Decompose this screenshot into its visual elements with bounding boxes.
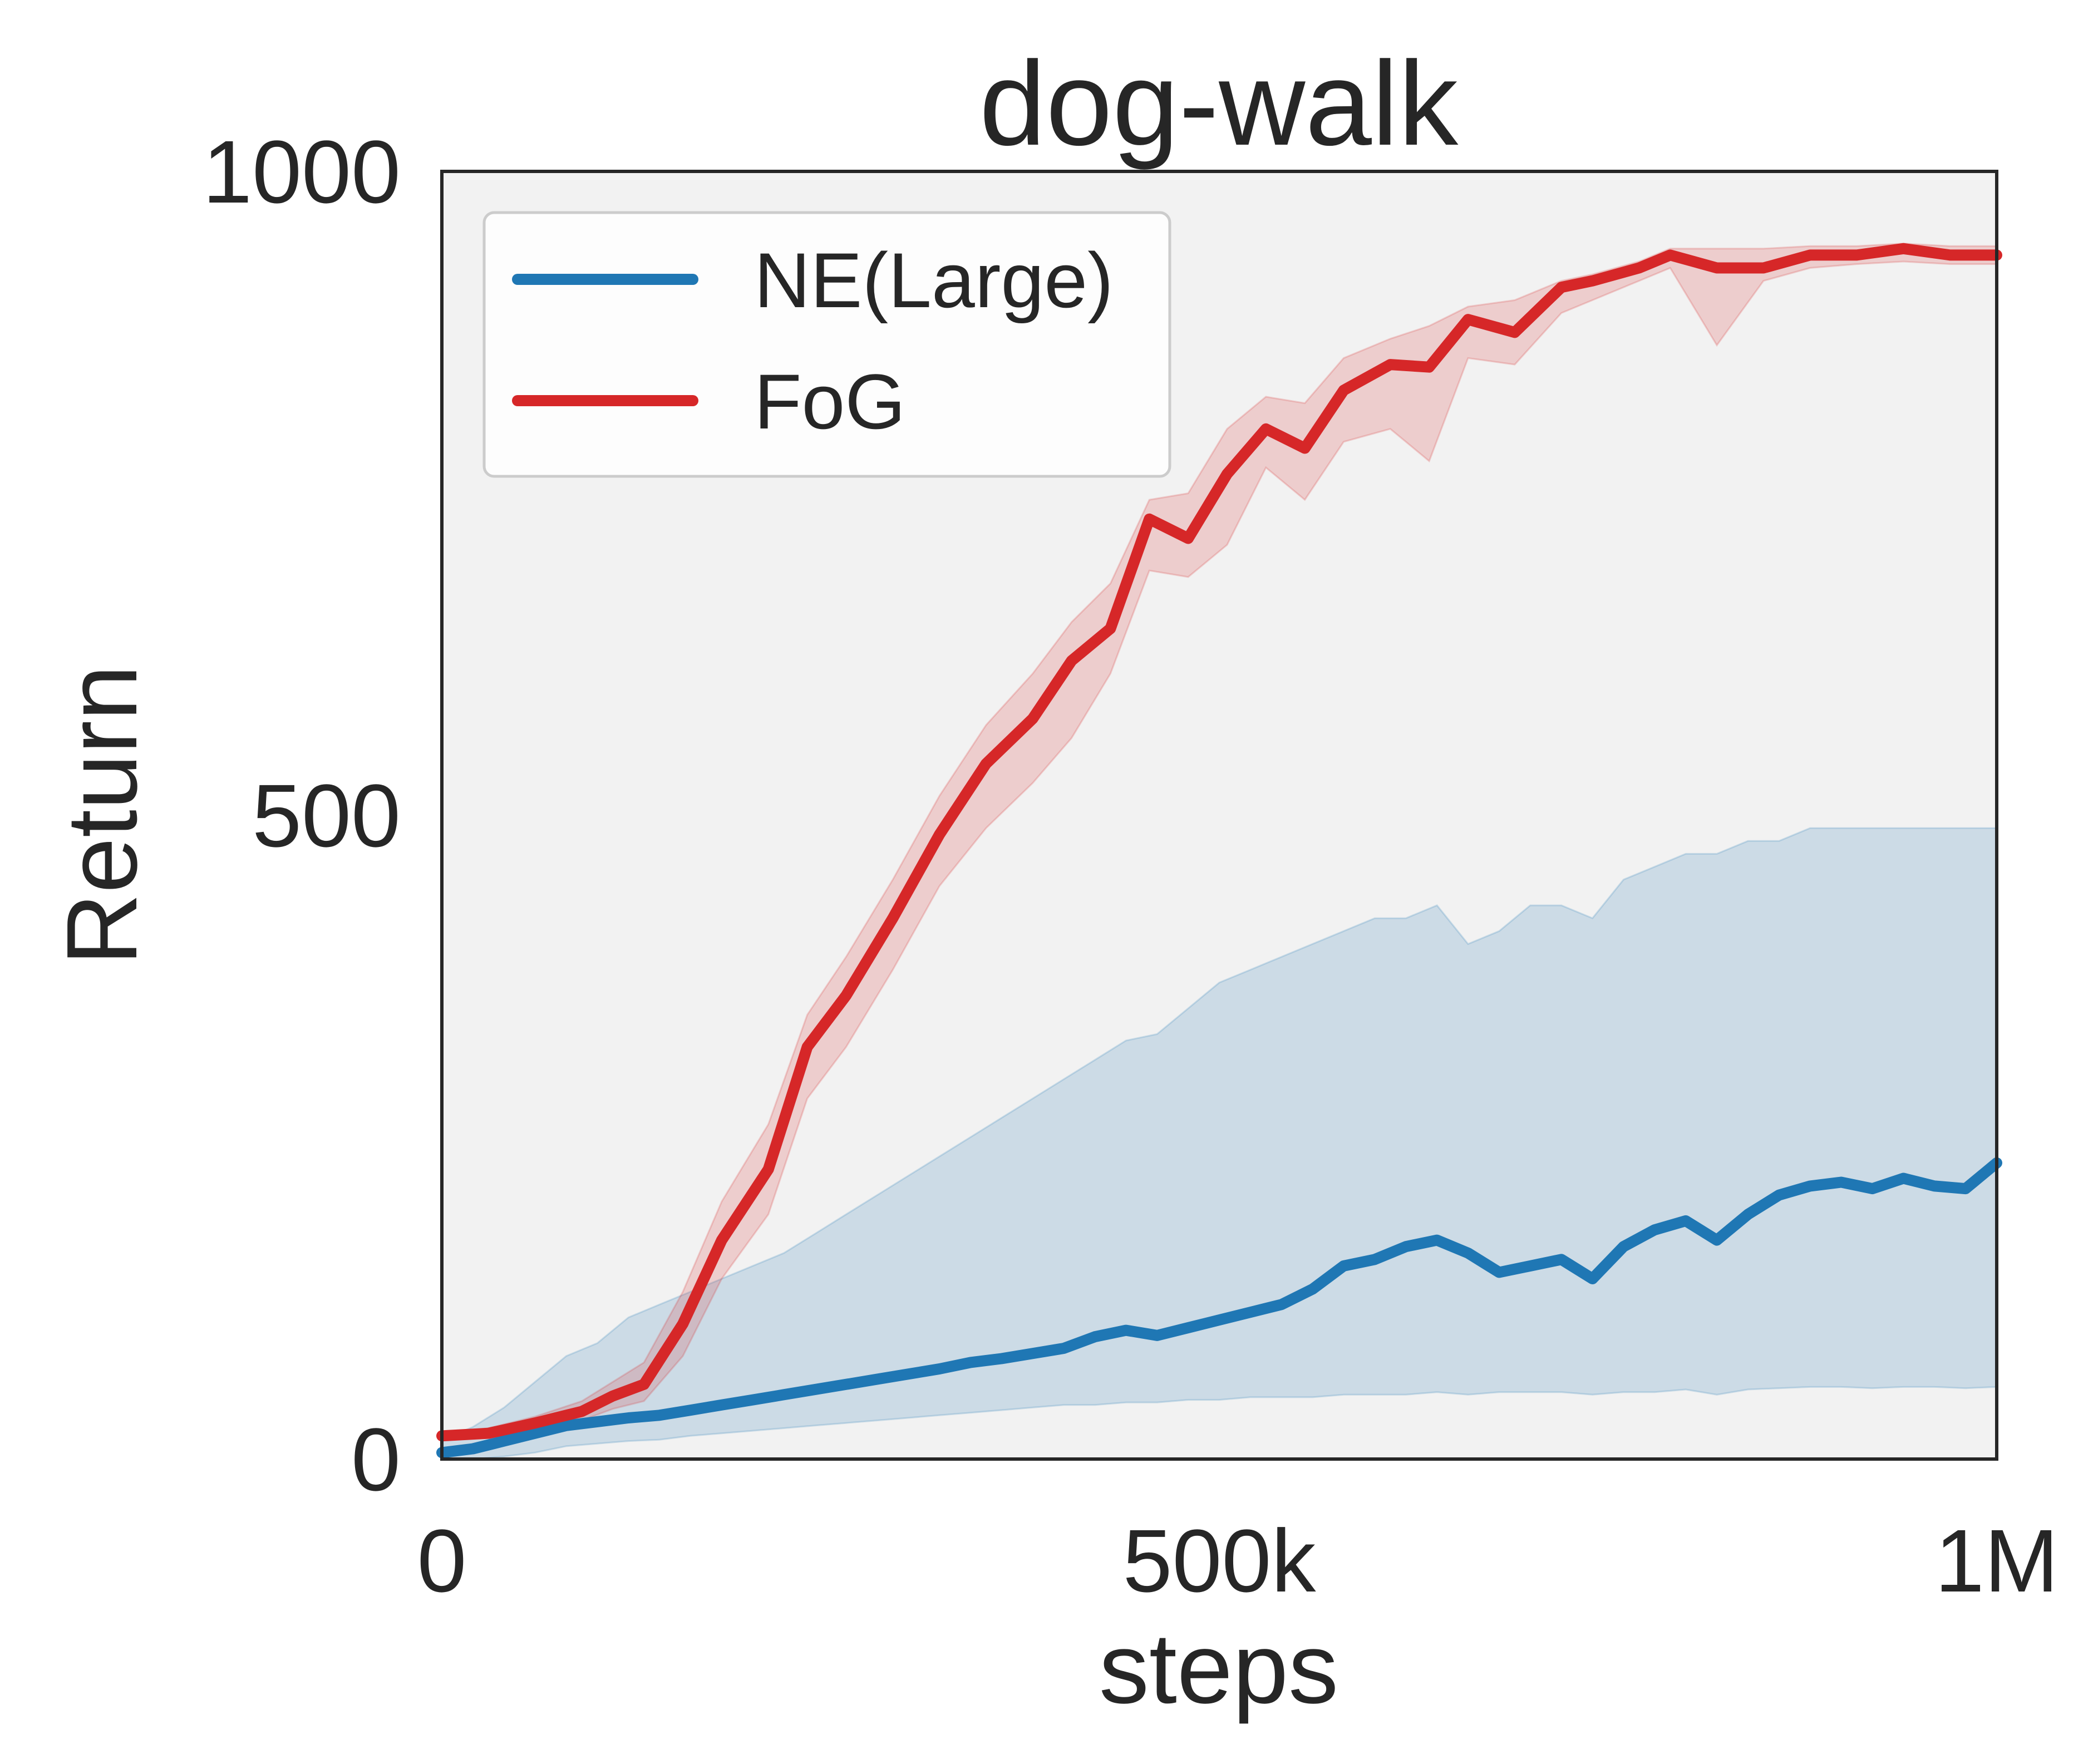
y-tick-label: 1000 bbox=[203, 122, 401, 221]
y-axis-ticks: 0 500 1000 bbox=[203, 122, 401, 1509]
y-tick-label: 0 bbox=[351, 1410, 401, 1509]
y-tick-label: 500 bbox=[252, 766, 401, 865]
y-axis-label: Return bbox=[46, 665, 158, 965]
x-tick-label: 1M bbox=[1935, 1511, 2058, 1610]
legend-label-fog: FoG bbox=[754, 358, 905, 445]
line-fog bbox=[436, 243, 2002, 1442]
series-lines bbox=[436, 243, 2002, 1458]
x-tick-label: 0 bbox=[417, 1511, 467, 1610]
plot-frame bbox=[440, 170, 1998, 1461]
x-axis-ticks: 0 500k 1M bbox=[417, 1511, 2059, 1610]
line-ne-large bbox=[436, 1157, 2002, 1458]
x-tick-label: 500k bbox=[1123, 1511, 1317, 1610]
legend: NE(Large) FoG bbox=[482, 211, 1171, 478]
chart-title: dog-walk bbox=[979, 36, 1459, 170]
legend-label-ne-large: NE(Large) bbox=[754, 236, 1114, 324]
x-axis-label: steps bbox=[1099, 1613, 1338, 1724]
